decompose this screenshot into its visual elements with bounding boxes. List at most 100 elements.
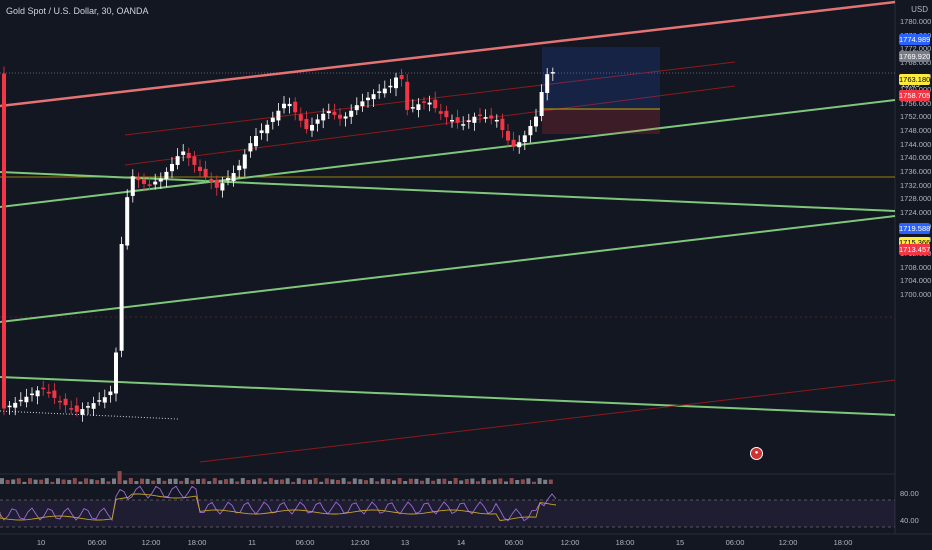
- price-badge: 1713.457: [899, 243, 931, 255]
- volume-bar: [56, 478, 60, 484]
- volume-bar: [448, 480, 452, 484]
- time-tick: 13: [400, 538, 410, 547]
- volume-bar: [33, 479, 38, 484]
- candle-body: [13, 402, 18, 408]
- price-tick: 1704.000: [900, 276, 932, 286]
- candle-body: [506, 131, 510, 141]
- candle-body: [304, 118, 309, 130]
- candle-body: [158, 178, 163, 182]
- candle-body: [259, 130, 264, 134]
- trend-line: [199, 379, 896, 463]
- volume-bar: [0, 478, 4, 484]
- price-tick: 1780.000: [900, 17, 932, 26]
- volume-bar: [257, 478, 262, 484]
- candle-body: [511, 139, 516, 147]
- volume-bar: [106, 481, 111, 484]
- volume-bar: [380, 478, 385, 484]
- price-tick: 1768.000: [900, 57, 932, 67]
- long-stop-zone: [542, 109, 660, 134]
- candle-body: [310, 125, 314, 131]
- volume-bar: [543, 479, 548, 484]
- volume-bar: [179, 480, 184, 484]
- volume-bar: [470, 478, 475, 484]
- candle-body: [438, 111, 443, 114]
- volume-bar: [28, 478, 32, 484]
- candle-body: [108, 391, 113, 396]
- time-tick: 06:00: [504, 538, 524, 547]
- symbol-title[interactable]: Gold Spot / U.S. Dollar, 30, OANDA: [6, 6, 149, 16]
- price-tick: 1756.000: [900, 98, 932, 108]
- volume-bar: [218, 480, 223, 484]
- candle-body: [444, 110, 449, 118]
- price-tick: 1744.000: [900, 139, 932, 149]
- candle-body: [30, 393, 34, 396]
- candle-body: [528, 126, 533, 136]
- volume-bar: [481, 478, 486, 484]
- price-tick: 1708.000: [900, 262, 932, 272]
- candle-body: [461, 124, 466, 126]
- volume-bar: [235, 481, 240, 484]
- candle-body: [242, 154, 247, 169]
- volume-bar: [520, 479, 525, 484]
- volume-bar: [184, 478, 189, 484]
- volume-bar: [117, 471, 122, 484]
- volume-bar: [319, 481, 324, 484]
- volume-bar: [140, 478, 144, 484]
- candle-body: [41, 387, 46, 390]
- candle-body: [276, 110, 281, 121]
- volume-bar: [397, 478, 402, 484]
- price-tick: 1728.000: [900, 194, 932, 204]
- volume-bar: [67, 479, 72, 484]
- volume-bar: [162, 480, 167, 484]
- candle-body: [545, 74, 550, 93]
- price-tick: 1732.000: [900, 180, 932, 190]
- candle-body: [472, 116, 477, 123]
- volume-bar: [72, 478, 77, 484]
- volume-bar: [515, 479, 520, 484]
- candle-body: [293, 101, 298, 113]
- time-tick: 12:00: [141, 538, 161, 547]
- candle-body: [97, 400, 102, 402]
- price-tick: 1740.000: [900, 153, 932, 163]
- rsi-upper-label: 80.00: [900, 489, 919, 498]
- volume-bar: [420, 480, 424, 484]
- candle-body: [500, 118, 505, 131]
- price-badge: 1769.920: [899, 51, 931, 63]
- volume-bar: [431, 480, 436, 484]
- candle-body: [382, 88, 387, 94]
- volume-bar: [347, 481, 352, 484]
- volume-bar: [5, 479, 10, 484]
- price-tick: 1700.000: [900, 289, 932, 299]
- candle-body: [147, 184, 152, 186]
- volume-bar: [548, 479, 553, 484]
- candle-body: [539, 92, 544, 116]
- candle-body: [192, 156, 197, 165]
- candle-body: [550, 72, 555, 74]
- candle-body: [52, 390, 57, 398]
- candle-body: [69, 408, 74, 410]
- volume-bar: [128, 478, 133, 484]
- volume-bar: [16, 478, 21, 484]
- volume-bar: [274, 479, 279, 484]
- trend-line: [0, 99, 896, 208]
- candle-body: [102, 397, 107, 403]
- time-tick: 10: [36, 538, 46, 547]
- candle-body: [315, 119, 320, 124]
- price-tick: 1772.000: [900, 44, 932, 54]
- volume-bar: [369, 478, 374, 484]
- candle-body: [349, 110, 354, 117]
- volume-bar: [492, 479, 497, 484]
- dotted-line: [0, 410, 179, 420]
- price-tick: 1724.000: [900, 207, 932, 217]
- candle-body: [91, 403, 96, 409]
- volume-bar: [414, 478, 419, 484]
- trend-lines[interactable]: [0, 0, 896, 463]
- volume-bar: [224, 479, 228, 484]
- volume-bar: [44, 478, 49, 484]
- event-flag-icon[interactable]: ●: [750, 447, 763, 460]
- candle-body: [483, 117, 488, 119]
- volume-bar: [308, 479, 312, 484]
- volume-bar: [61, 479, 66, 484]
- price-badge: 1763.180: [899, 74, 931, 86]
